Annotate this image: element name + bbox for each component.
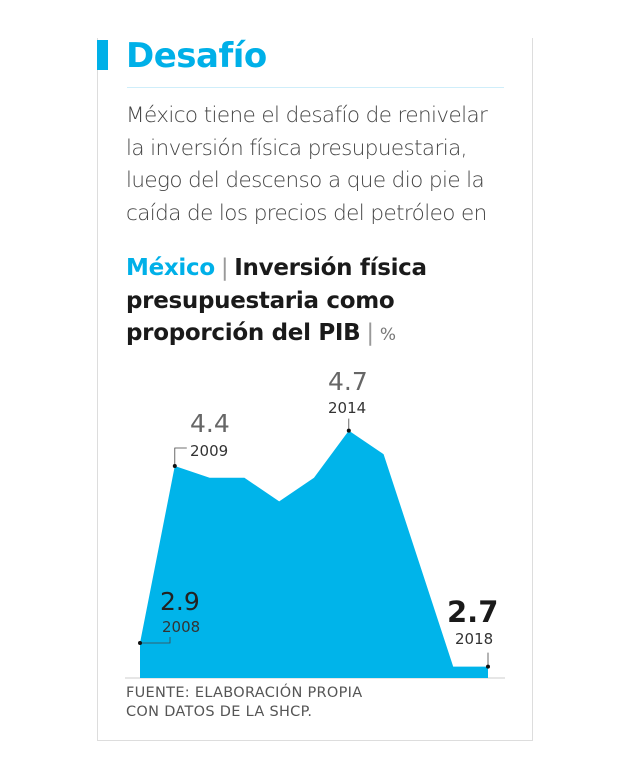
- data-label-year: 2008: [162, 618, 200, 636]
- chart-unit: %: [379, 325, 396, 345]
- data-label-year: 2018: [455, 630, 493, 648]
- separator: |: [366, 320, 374, 346]
- intro-line: México tiene el desafío de renivelar: [126, 103, 488, 128]
- area-series: [140, 430, 488, 678]
- chart-title-line: presupuestaria como: [126, 287, 395, 314]
- chart-title-line: Inversión física: [234, 255, 427, 281]
- data-point-marker: [172, 464, 177, 468]
- data-point-marker: [346, 428, 351, 433]
- data-label-year: 2009: [190, 442, 228, 460]
- source-line: CON DATOS DE LA SHCP.: [126, 704, 313, 720]
- intro-line: luego del descenso a que dio pie la: [126, 168, 485, 193]
- data-label-year: 2014: [328, 399, 366, 417]
- leader-line: [140, 637, 171, 644]
- leader-line: [174, 447, 187, 466]
- data-label-value: 4.7: [328, 367, 368, 396]
- data-label-value: 2.9: [160, 587, 200, 616]
- chart-country: México: [126, 255, 215, 281]
- title-accent-bar: [97, 40, 108, 70]
- data-label-value: 4.4: [190, 409, 230, 438]
- chart-title-line: proporción del PIB: [126, 320, 361, 346]
- data-point-marker: [138, 641, 142, 645]
- data-label-value: 2.7: [447, 595, 498, 629]
- source-line: FUENTE: ELABORACIÓN PROPIA: [126, 685, 363, 701]
- intro-line: la inversión física presupuestaria,: [126, 135, 468, 161]
- intro-line: caída de los precios del petróleo en: [126, 200, 487, 226]
- page-title: Desafío: [126, 36, 267, 76]
- intro-text: México tiene el desafío de renivelar la …: [126, 100, 526, 230]
- infographic-card: [97, 38, 533, 741]
- divider: [127, 87, 504, 88]
- chart-title: México | Inversión física presupuestaria c…: [126, 252, 526, 352]
- source-note: FUENTE: ELABORACIÓN PROPIA CON DATOS DE …: [126, 684, 362, 722]
- separator: |: [220, 255, 229, 281]
- data-point-marker: [486, 664, 490, 669]
